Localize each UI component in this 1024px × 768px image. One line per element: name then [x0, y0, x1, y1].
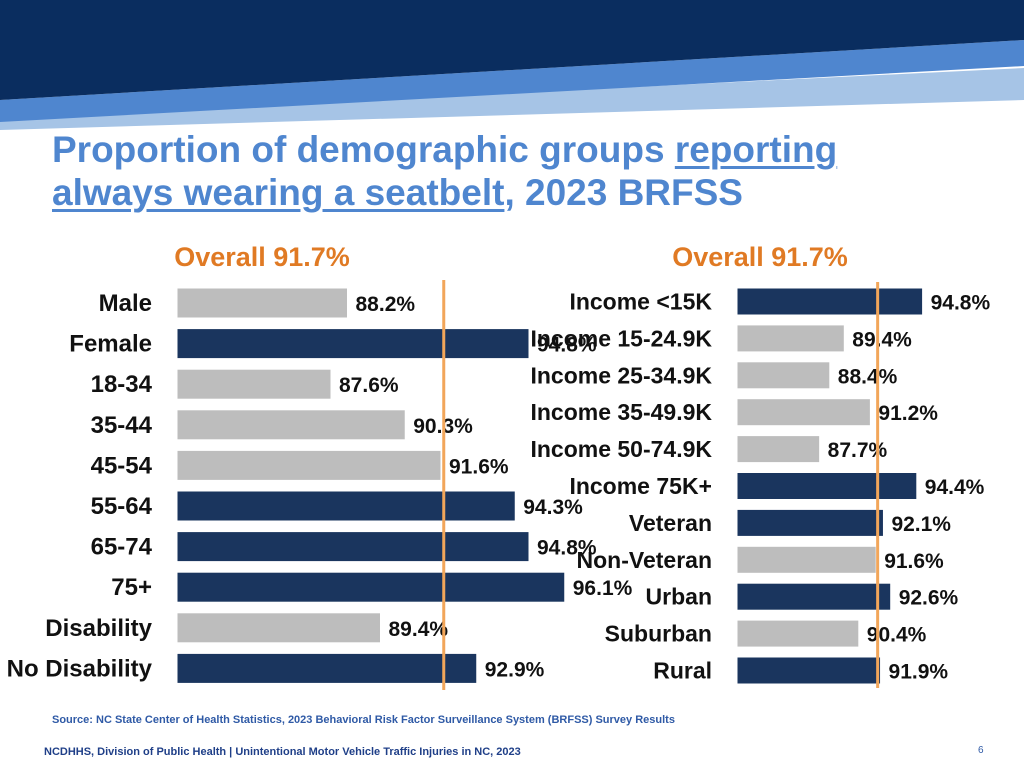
footer-text: NCDHHS, Division of Public Health | Unin… [44, 746, 521, 758]
category-label: Income <15K [569, 289, 712, 315]
banner-light-stripe [0, 68, 1024, 130]
category-label: 18-34 [91, 371, 153, 398]
category-label: 55-64 [91, 493, 153, 520]
category-label: 45-54 [91, 452, 153, 479]
data-label: 90.4% [867, 624, 927, 647]
category-label: No Disability [7, 655, 153, 682]
title-underlined-2: always wearing a seatbelt [52, 172, 505, 213]
category-label: Rural [653, 658, 712, 684]
category-label: 75+ [111, 574, 152, 601]
category-label: Male [99, 290, 152, 317]
category-label: Income 15-24.9K [530, 325, 712, 351]
data-label: 88.2% [356, 293, 416, 316]
data-label: 94.8% [537, 537, 597, 560]
title-text-1: Proportion of demographic groups [52, 129, 675, 170]
source-note: Source: NC State Center of Health Statis… [52, 714, 675, 726]
data-label: 94.3% [523, 496, 583, 519]
category-label: Suburban [605, 621, 712, 647]
bar-female [176, 328, 530, 360]
chart-title-overall: Overall 91.7% [672, 242, 848, 272]
data-label: 96.1% [573, 577, 633, 600]
bar-income-15k [736, 287, 924, 316]
category-label: 35-44 [91, 412, 153, 439]
title-underlined-1: reporting [674, 129, 838, 170]
category-label: Veteran [629, 510, 712, 536]
data-label: 88.4% [838, 365, 898, 388]
bar-income-25-34-9k [736, 361, 831, 390]
category-label: Income 25-34.9K [530, 362, 712, 388]
category-label: Income 35-49.9K [530, 399, 712, 425]
data-label: 92.1% [891, 513, 951, 536]
data-label: 89.4% [852, 328, 912, 351]
category-label: Disability [45, 615, 152, 642]
bar-45-54 [176, 449, 442, 481]
data-label: 91.2% [878, 402, 938, 425]
bar-no-disability [176, 652, 478, 684]
data-label: 91.6% [884, 550, 944, 573]
bar-35-44 [176, 409, 406, 441]
bar-non-veteran [736, 545, 877, 574]
bar-rural [736, 656, 882, 685]
data-label: 89.4% [389, 618, 449, 641]
category-label: 65-74 [91, 534, 153, 561]
category-label: Non-Veteran [577, 547, 712, 573]
chart-title-overall: Overall 91.7% [174, 242, 350, 272]
bar-18-34 [176, 368, 332, 400]
bar-65-74 [176, 531, 530, 563]
data-label: 87.6% [339, 374, 399, 397]
bar-male [176, 287, 348, 319]
bar-income-50-74-9k [736, 435, 821, 464]
data-label: 92.6% [899, 587, 959, 610]
bar-suburban [736, 619, 860, 648]
bar-income-75k- [736, 472, 918, 500]
header-banner [0, 0, 1024, 130]
data-label: 91.6% [449, 455, 509, 478]
bar-veteran [736, 508, 884, 537]
bar-income-35-49-9k [736, 398, 871, 427]
banner-dark-band [0, 0, 1024, 100]
title-text-2: , 2023 BRFSS [504, 172, 743, 213]
banner-mid-stripe [0, 40, 1024, 122]
data-label: 94.4% [925, 476, 985, 499]
page-number: 6 [978, 745, 984, 756]
page-title: Proportion of demographic groups reporti… [52, 128, 992, 214]
data-label: 94.8% [537, 334, 597, 357]
bar-urban [736, 582, 892, 611]
bar-75- [176, 571, 566, 603]
data-label: 91.9% [889, 661, 949, 684]
data-label: 94.8% [931, 292, 991, 315]
category-label: Income 50-74.9K [530, 436, 712, 462]
category-label: Female [69, 331, 152, 358]
category-label: Income 75K+ [569, 473, 712, 499]
bar-income-15-24-9k [736, 324, 845, 353]
category-label: Urban [646, 584, 712, 610]
data-label: 92.9% [485, 658, 545, 681]
bar-55-64 [176, 490, 516, 522]
data-label: 87.7% [828, 439, 888, 462]
bar-disability [176, 612, 381, 644]
